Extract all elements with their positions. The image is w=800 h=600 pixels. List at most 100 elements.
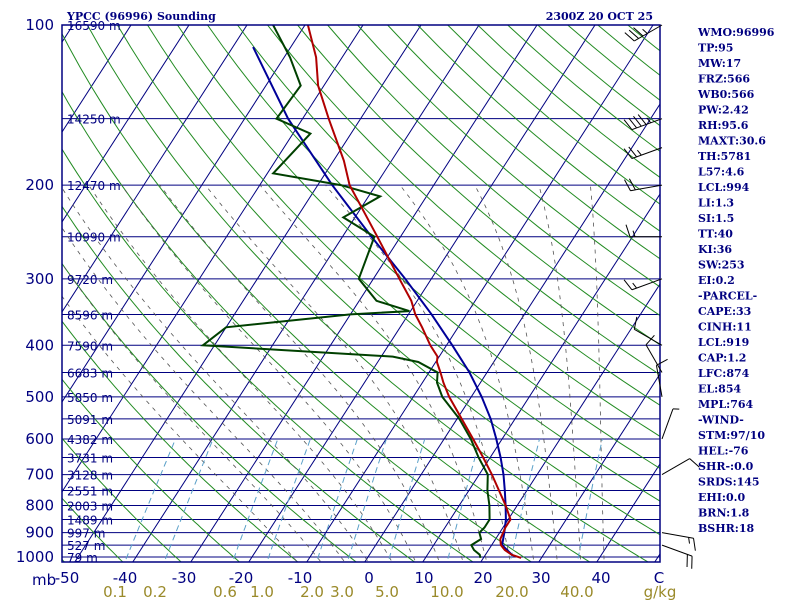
wind-barb (624, 24, 663, 42)
dry-adiabat-line (62, 437, 182, 562)
height-label: 527 m (67, 539, 105, 553)
mixing-ratio-label: 0.2 (143, 583, 167, 600)
isotherm-line (62, 25, 364, 493)
index-entry: BSHR:18 (698, 522, 754, 535)
index-entry: SW:253 (698, 259, 745, 272)
wind-barb (624, 178, 663, 192)
moist-adiabat-line (259, 184, 488, 562)
index-entry: EI:0.2 (698, 274, 735, 287)
dry-adiabat-line (566, 25, 660, 101)
pressure-tick-label: 600 (25, 430, 54, 448)
wind-barb (655, 358, 668, 397)
index-entry: EHI:0.0 (698, 491, 745, 504)
pressure-tick-label: 400 (25, 336, 54, 354)
index-entry: FRZ:566 (698, 73, 750, 86)
dry-adiabat-line (86, 25, 649, 562)
index-entry: -PARCEL- (698, 290, 757, 303)
index-entry: TP:95 (698, 42, 733, 55)
mixing-ratio-label: 2.0 (300, 583, 324, 600)
moist-adiabat-lines (62, 184, 605, 562)
isotherm-line (62, 25, 306, 403)
dry-adiabat-line (0, 1, 12, 569)
temperature-tick-label: 40 (591, 569, 610, 587)
index-entry: LFC:874 (698, 367, 750, 380)
isotherm-line (62, 25, 190, 223)
temperature-tick-label: -20 (229, 569, 254, 587)
wind-barb (661, 544, 693, 569)
index-entry: SI:1.5 (698, 212, 734, 225)
index-entry: WB0:566 (697, 88, 755, 101)
temperature-tick-label: -10 (288, 569, 313, 587)
height-label: 14250 m (67, 113, 121, 127)
index-entry: TH:5781 (698, 150, 751, 163)
pressure-tick-label: 200 (25, 176, 54, 194)
temperature-tick-label: -40 (113, 569, 138, 587)
mixing-ratio-line (266, 438, 311, 562)
pressure-tick-label: 1000 (16, 548, 54, 566)
mixing-ratio-label: 1.0 (250, 583, 274, 600)
moist-adiabat-line (474, 184, 558, 562)
index-entry: PW:2.42 (698, 104, 749, 117)
index-entry: CAPE:33 (698, 305, 751, 318)
temperature-tick-label: 30 (531, 569, 550, 587)
mixing-ratio-label: 0.6 (213, 583, 237, 600)
station-title: YPCC (96996) Sounding (66, 10, 216, 23)
index-entry: MPL:764 (698, 398, 754, 411)
index-entry: -WIND- (698, 414, 744, 427)
index-entry: CINH:11 (698, 321, 752, 334)
mixing-ratio-label: g/kg (644, 583, 677, 600)
moist-adiabat-line (538, 184, 582, 562)
pressure-tick-label: 300 (25, 270, 54, 288)
isotherm-line (74, 25, 422, 562)
wind-barb (623, 114, 663, 131)
dry-adiabat-line (146, 25, 660, 502)
wind-barb (623, 146, 663, 160)
mixing-ratio-line (163, 438, 214, 562)
wind-barb (661, 458, 700, 476)
index-entry: HEL:-76 (698, 445, 749, 458)
mixing-ratio-line (232, 438, 279, 562)
pressure-tick-label: 900 (25, 524, 54, 542)
isotherm-line (190, 25, 538, 562)
plot-frame (61, 24, 661, 563)
mixing-ratio-line (576, 438, 603, 562)
height-label: 2003 m (67, 499, 113, 513)
height-label: 79 m (67, 551, 98, 565)
dry-adiabat-line (116, 25, 660, 536)
isotherm-line (62, 25, 248, 313)
index-entry: EL:854 (698, 383, 741, 396)
wind-barb (623, 278, 663, 291)
moist-adiabat-line (590, 185, 605, 562)
moist-adiabat-line (62, 187, 369, 562)
wind-barb (645, 335, 663, 373)
isotherm-line (596, 463, 660, 562)
temperature-line (306, 25, 522, 559)
mixing-ratio-label: 10.0 (430, 583, 463, 600)
dry-adiabat-line (386, 25, 660, 260)
mixing-ratio-line (446, 438, 481, 562)
mixing-ratio-line (346, 438, 387, 562)
mixing-ratio-labels: 0.1 0.2 0.6 1.0 2.0 3.0 5.0 10.0 20.0 40.0 g/kg (103, 583, 676, 600)
dry-adiabat-line (206, 25, 660, 438)
dry-adiabat-line (62, 148, 474, 562)
pressure-tick-label: 700 (25, 466, 54, 484)
dry-adiabat-line (62, 90, 533, 562)
wind-barb (633, 316, 663, 346)
height-labels: 16590 m 14250 m 12470 m 10990 m 9720 m 8596 m… (67, 19, 121, 565)
moist-adiabat-line (159, 184, 440, 562)
pressure-axis-labels: 100 200 300 400 500 600 700 800 900 1000 mb (16, 16, 56, 589)
moist-adiabat-line (121, 184, 417, 562)
temperature-axis-labels: -50 -40 -30 -20 -10 0 10 20 30 40 C (55, 569, 664, 587)
index-entry: KI:36 (698, 243, 732, 256)
moist-adiabat-line (325, 184, 511, 562)
mixing-ratio-label: 0.1 (103, 583, 127, 600)
temperature-tick-label: 10 (414, 569, 433, 587)
parcel-trace-line (252, 46, 514, 557)
height-label: 9720 m (67, 273, 113, 287)
height-label: 6683 m (67, 367, 113, 381)
dry-adiabat-line (62, 205, 416, 562)
height-label: 5850 m (67, 391, 113, 405)
height-label: 1489 m (67, 513, 113, 527)
index-entry: SRDS:145 (698, 476, 760, 489)
mixing-ratio-label: 5.0 (375, 583, 399, 600)
